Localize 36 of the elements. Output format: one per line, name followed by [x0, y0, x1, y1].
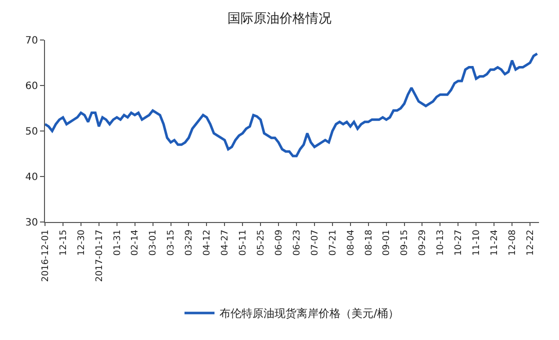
- y-tick-label: 60: [25, 81, 38, 92]
- x-tick-label: 05-11: [238, 230, 249, 256]
- x-tick-label: 12-15: [58, 230, 69, 256]
- x-tick-label: 09-01: [382, 230, 392, 256]
- line-series: [45, 52, 538, 158]
- y-tick-label: 40: [25, 172, 38, 183]
- y-tick-label: 30: [25, 218, 38, 228]
- chart-title: 国际原油价格情况: [228, 12, 332, 27]
- x-tick-label: 02-14: [130, 229, 141, 256]
- x-tick-label: 12-22: [526, 230, 536, 256]
- x-tick-label: 12-08: [508, 229, 518, 256]
- x-tick-label: 11-24: [490, 229, 500, 256]
- x-tick-label: 07-21: [328, 230, 338, 256]
- x-tick-label: 09-29: [418, 229, 428, 256]
- y-tick-label: 50: [25, 126, 38, 138]
- x-tick-label: 08-18: [364, 229, 374, 256]
- x-tick-label: 03-01: [148, 230, 159, 256]
- x-tick-label: 06-09: [274, 229, 284, 256]
- x-tick-label: 03-15: [166, 230, 177, 256]
- x-tick-label: 03-29: [184, 229, 195, 256]
- x-tick-label: 04-27: [220, 230, 231, 256]
- legend-label: 布伦特原油现货离岸价格（美元/桶）: [220, 307, 400, 320]
- x-tick-label: 07-07: [310, 230, 320, 256]
- x-tick-label: 10-27: [454, 230, 464, 256]
- x-tick-label: 11-10: [472, 229, 482, 256]
- x-tick-label: 2017-01-17: [94, 230, 105, 282]
- x-tick-label: 06-23: [292, 230, 302, 256]
- x-tick-label: 01-31: [112, 230, 123, 256]
- x-tick-label: 2016-12-01: [40, 230, 51, 282]
- y-tick-label: 70: [25, 36, 38, 46]
- x-tick-label: 12-30: [76, 229, 87, 256]
- x-tick-label: 04-12: [202, 230, 213, 256]
- x-tick-label: 05-25: [256, 230, 266, 256]
- x-tick-label: 10-13: [436, 230, 446, 256]
- x-tick-label: 08-04: [346, 229, 356, 256]
- x-tick-label: 09-15: [400, 230, 410, 256]
